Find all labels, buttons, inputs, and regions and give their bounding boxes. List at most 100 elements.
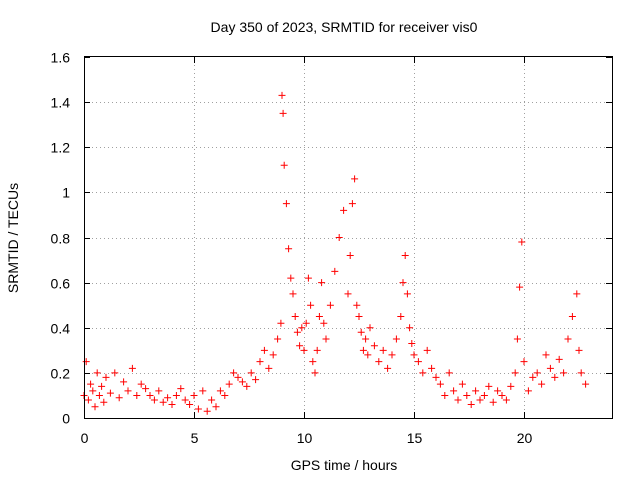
x-tick-label: 10 <box>297 430 313 446</box>
data-point <box>307 301 315 309</box>
data-point <box>279 109 287 117</box>
data-point <box>111 369 119 377</box>
data-point <box>293 328 301 336</box>
data-point <box>520 358 528 366</box>
y-tick-label: 1 <box>62 185 70 201</box>
data-point <box>335 234 343 241</box>
data-point <box>542 351 550 359</box>
data-point <box>546 364 554 372</box>
data-point <box>406 324 414 332</box>
data-point <box>168 400 176 408</box>
data-point <box>507 382 515 390</box>
data-point <box>518 238 526 246</box>
data-point <box>551 373 559 381</box>
data-point <box>277 319 285 327</box>
data-point <box>318 279 326 287</box>
data-point <box>300 346 308 354</box>
data-point <box>480 391 488 399</box>
data-point <box>384 364 392 372</box>
y-tick-label: 0.2 <box>51 366 71 382</box>
data-point <box>302 319 310 327</box>
data-point <box>476 396 484 404</box>
data-point <box>164 394 172 402</box>
data-point <box>296 342 304 350</box>
y-axis-label: SRMTID / TECUs <box>5 183 21 293</box>
y-tick-label: 0.8 <box>51 231 71 247</box>
data-point <box>186 400 194 408</box>
data-point <box>472 387 480 395</box>
data-point <box>458 380 466 388</box>
data-point <box>533 369 541 377</box>
data-point <box>379 346 387 354</box>
data-point <box>351 175 359 183</box>
x-tick-label: 0 <box>81 430 89 446</box>
data-point <box>100 398 108 406</box>
data-point <box>573 290 581 298</box>
data-point <box>199 387 207 395</box>
data-point <box>172 391 180 399</box>
data-point <box>485 382 493 390</box>
y-tick-label: 1.6 <box>51 50 71 66</box>
data-point <box>102 373 110 381</box>
data-point <box>375 358 383 366</box>
data-point <box>555 355 563 363</box>
data-point <box>265 364 273 372</box>
data-point <box>414 358 422 366</box>
x-tick-labels: 0 5 10 15 20 <box>81 430 533 446</box>
data-point <box>291 312 299 320</box>
data-point <box>370 342 378 350</box>
data-point <box>502 396 510 404</box>
data-point <box>194 405 202 413</box>
data-point <box>181 396 189 404</box>
data-point <box>564 335 572 343</box>
data-point <box>260 346 268 354</box>
data-point <box>397 312 405 320</box>
data-point <box>208 396 216 404</box>
data-point <box>133 391 141 399</box>
y-tick-label: 0.6 <box>51 276 71 292</box>
data-point <box>84 396 92 404</box>
data-point <box>313 346 321 354</box>
data-point <box>203 407 211 415</box>
x-axis-label: GPS time / hours <box>291 457 398 473</box>
data-point <box>560 369 568 377</box>
data-point <box>401 252 409 260</box>
data-point <box>568 312 576 320</box>
data-point <box>538 380 546 388</box>
data-point <box>513 335 521 343</box>
y-tick-label: 0 <box>62 411 70 427</box>
data-point <box>269 351 277 359</box>
data-point <box>274 335 282 343</box>
data-point <box>346 252 354 260</box>
data-point <box>498 391 506 399</box>
data-point <box>524 387 532 395</box>
data-point <box>348 200 356 208</box>
data-point <box>326 301 334 309</box>
data-point <box>278 91 286 99</box>
data-point <box>423 346 431 354</box>
data-point <box>106 389 114 397</box>
data-point <box>282 200 290 208</box>
data-point <box>340 206 348 214</box>
data-point <box>441 391 449 399</box>
data-point <box>120 378 128 386</box>
data-point <box>463 391 471 399</box>
data-point <box>212 403 220 411</box>
data-point <box>582 380 590 388</box>
data-point <box>304 274 312 282</box>
data-point <box>494 387 502 395</box>
data-point <box>454 396 462 404</box>
data-point <box>243 382 251 390</box>
data-point <box>230 369 238 377</box>
x-tick-label: 20 <box>517 430 533 446</box>
data-point <box>93 369 101 377</box>
data-point <box>489 398 497 406</box>
data-point <box>124 387 132 395</box>
x-tick-label: 15 <box>407 430 423 446</box>
y-tick-label: 0.4 <box>51 321 71 337</box>
data-point <box>155 387 163 395</box>
data-point <box>137 380 145 388</box>
data-point <box>467 400 475 408</box>
data-point <box>410 351 418 359</box>
